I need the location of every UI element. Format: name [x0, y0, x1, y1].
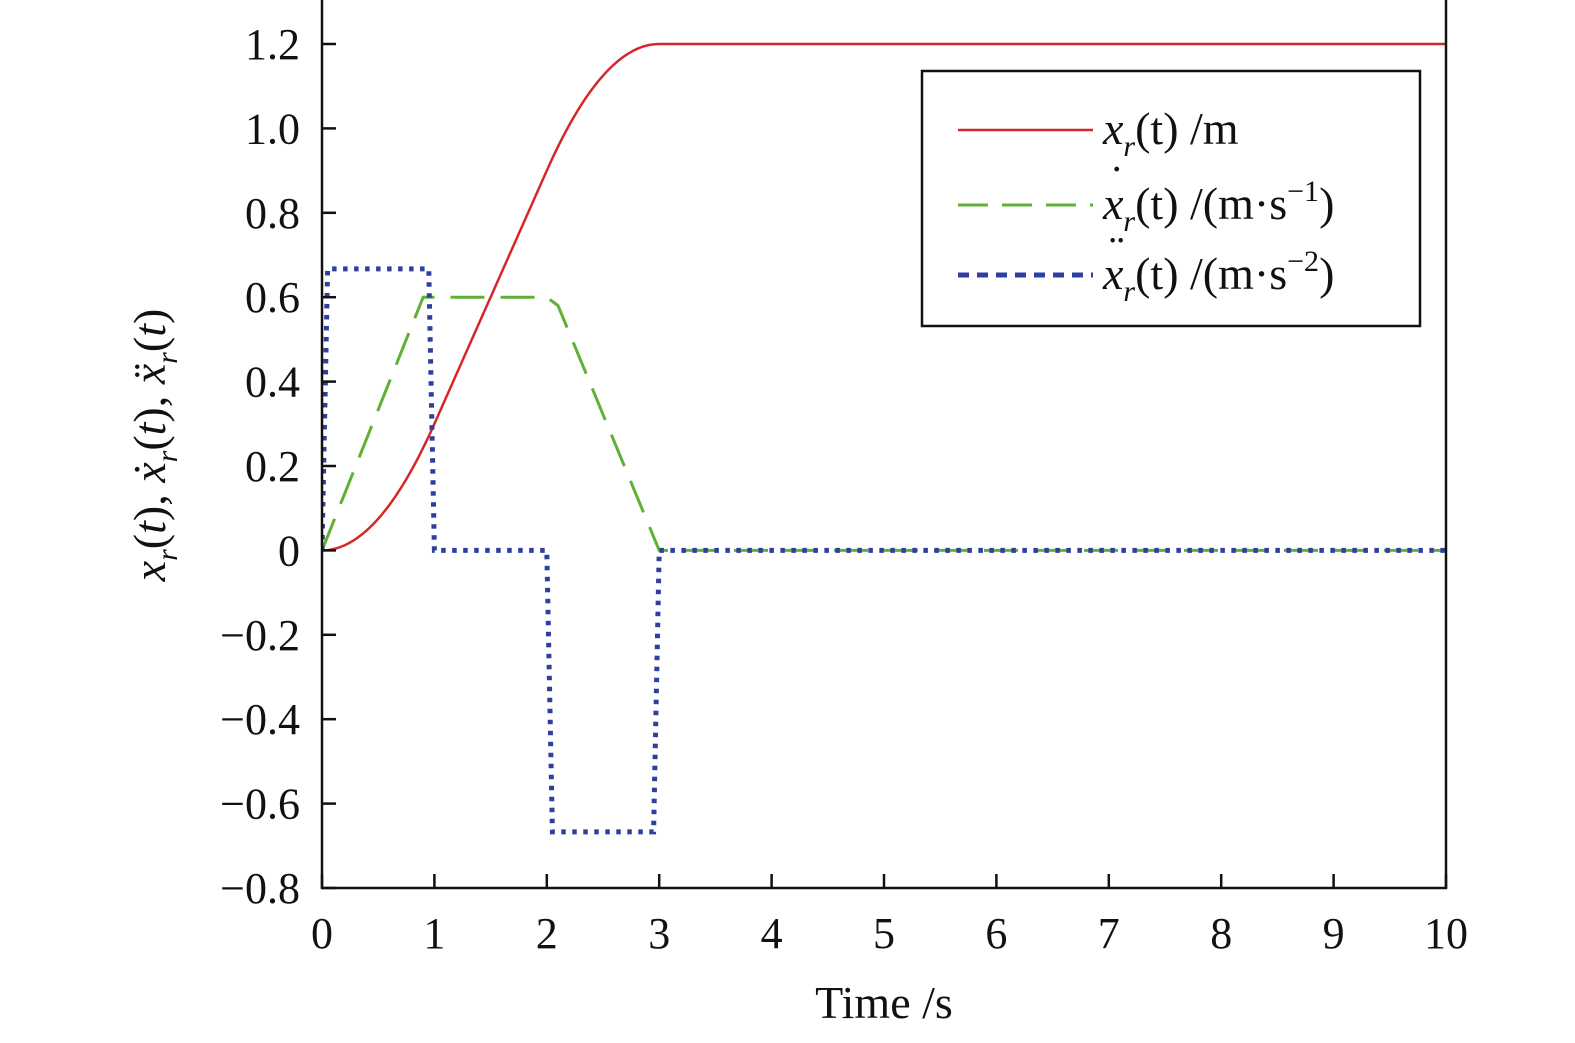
x-tick-label: 5: [873, 909, 895, 958]
legend-box: [920, 69, 1422, 328]
x-tick-label: 3: [648, 909, 670, 958]
x-tick-label: 9: [1323, 909, 1345, 958]
y-tick-label: 0.4: [245, 358, 300, 407]
series-line-2: [322, 295, 1446, 552]
y-tick-label: 0.6: [245, 273, 300, 322]
legend-label-3: xr(t) /(m·s−2): [1102, 245, 1334, 308]
y-tick-label: −0.6: [220, 780, 300, 829]
series-line-1: [322, 42, 1446, 552]
y-axis-title: xr(t), ẋr(t), ẍr(t): [124, 309, 184, 583]
y-tick-label: 0.2: [245, 442, 300, 491]
x-tick-label: 0: [311, 909, 333, 958]
legend-dot-accent: ¨: [1109, 226, 1124, 277]
legend-label-1: xr(t) /m: [1102, 103, 1239, 163]
svg-text:xr(t), ẋr(t), ẍr(t): xr(t), ẋr(t), ẍr(t): [124, 309, 184, 583]
y-tick-label: 1.0: [245, 104, 300, 153]
legend: xr(t) /m˙xr(t) /(m·s−1)¨xr(t) /(m·s−2): [920, 69, 1422, 328]
x-axis-title: Time /s: [815, 977, 953, 1028]
x-tick-label: 6: [985, 909, 1007, 958]
y-axis: −0.8 −0.6 −0.4 −0.2 0 0.2 0.4 0.6 0.8 1.0 1.2: [220, 20, 336, 913]
y-tick-label: −0.8: [220, 864, 300, 913]
y-tick-label: −0.2: [220, 611, 300, 660]
y-tick-label: 0.8: [245, 189, 300, 238]
x-tick-label: 2: [536, 909, 558, 958]
x-tick-label: 8: [1210, 909, 1232, 958]
x-axis: 0 1 2 3 4 5 6 7 8 9 10: [311, 874, 1468, 958]
x-tick-label: 1: [423, 909, 445, 958]
legend-dot-accent: ˙: [1109, 156, 1124, 207]
series-layer: [322, 42, 1446, 835]
y-tick-label: 0: [278, 526, 300, 575]
y-tick-label: 1.2: [245, 20, 300, 69]
x-tick-label: 4: [761, 909, 783, 958]
x-tick-label: 7: [1098, 909, 1120, 958]
x-tick-label: 10: [1424, 909, 1468, 958]
y-tick-label: −0.4: [220, 695, 300, 744]
legend-label-2: xr(t) /(m·s−1): [1102, 175, 1334, 238]
